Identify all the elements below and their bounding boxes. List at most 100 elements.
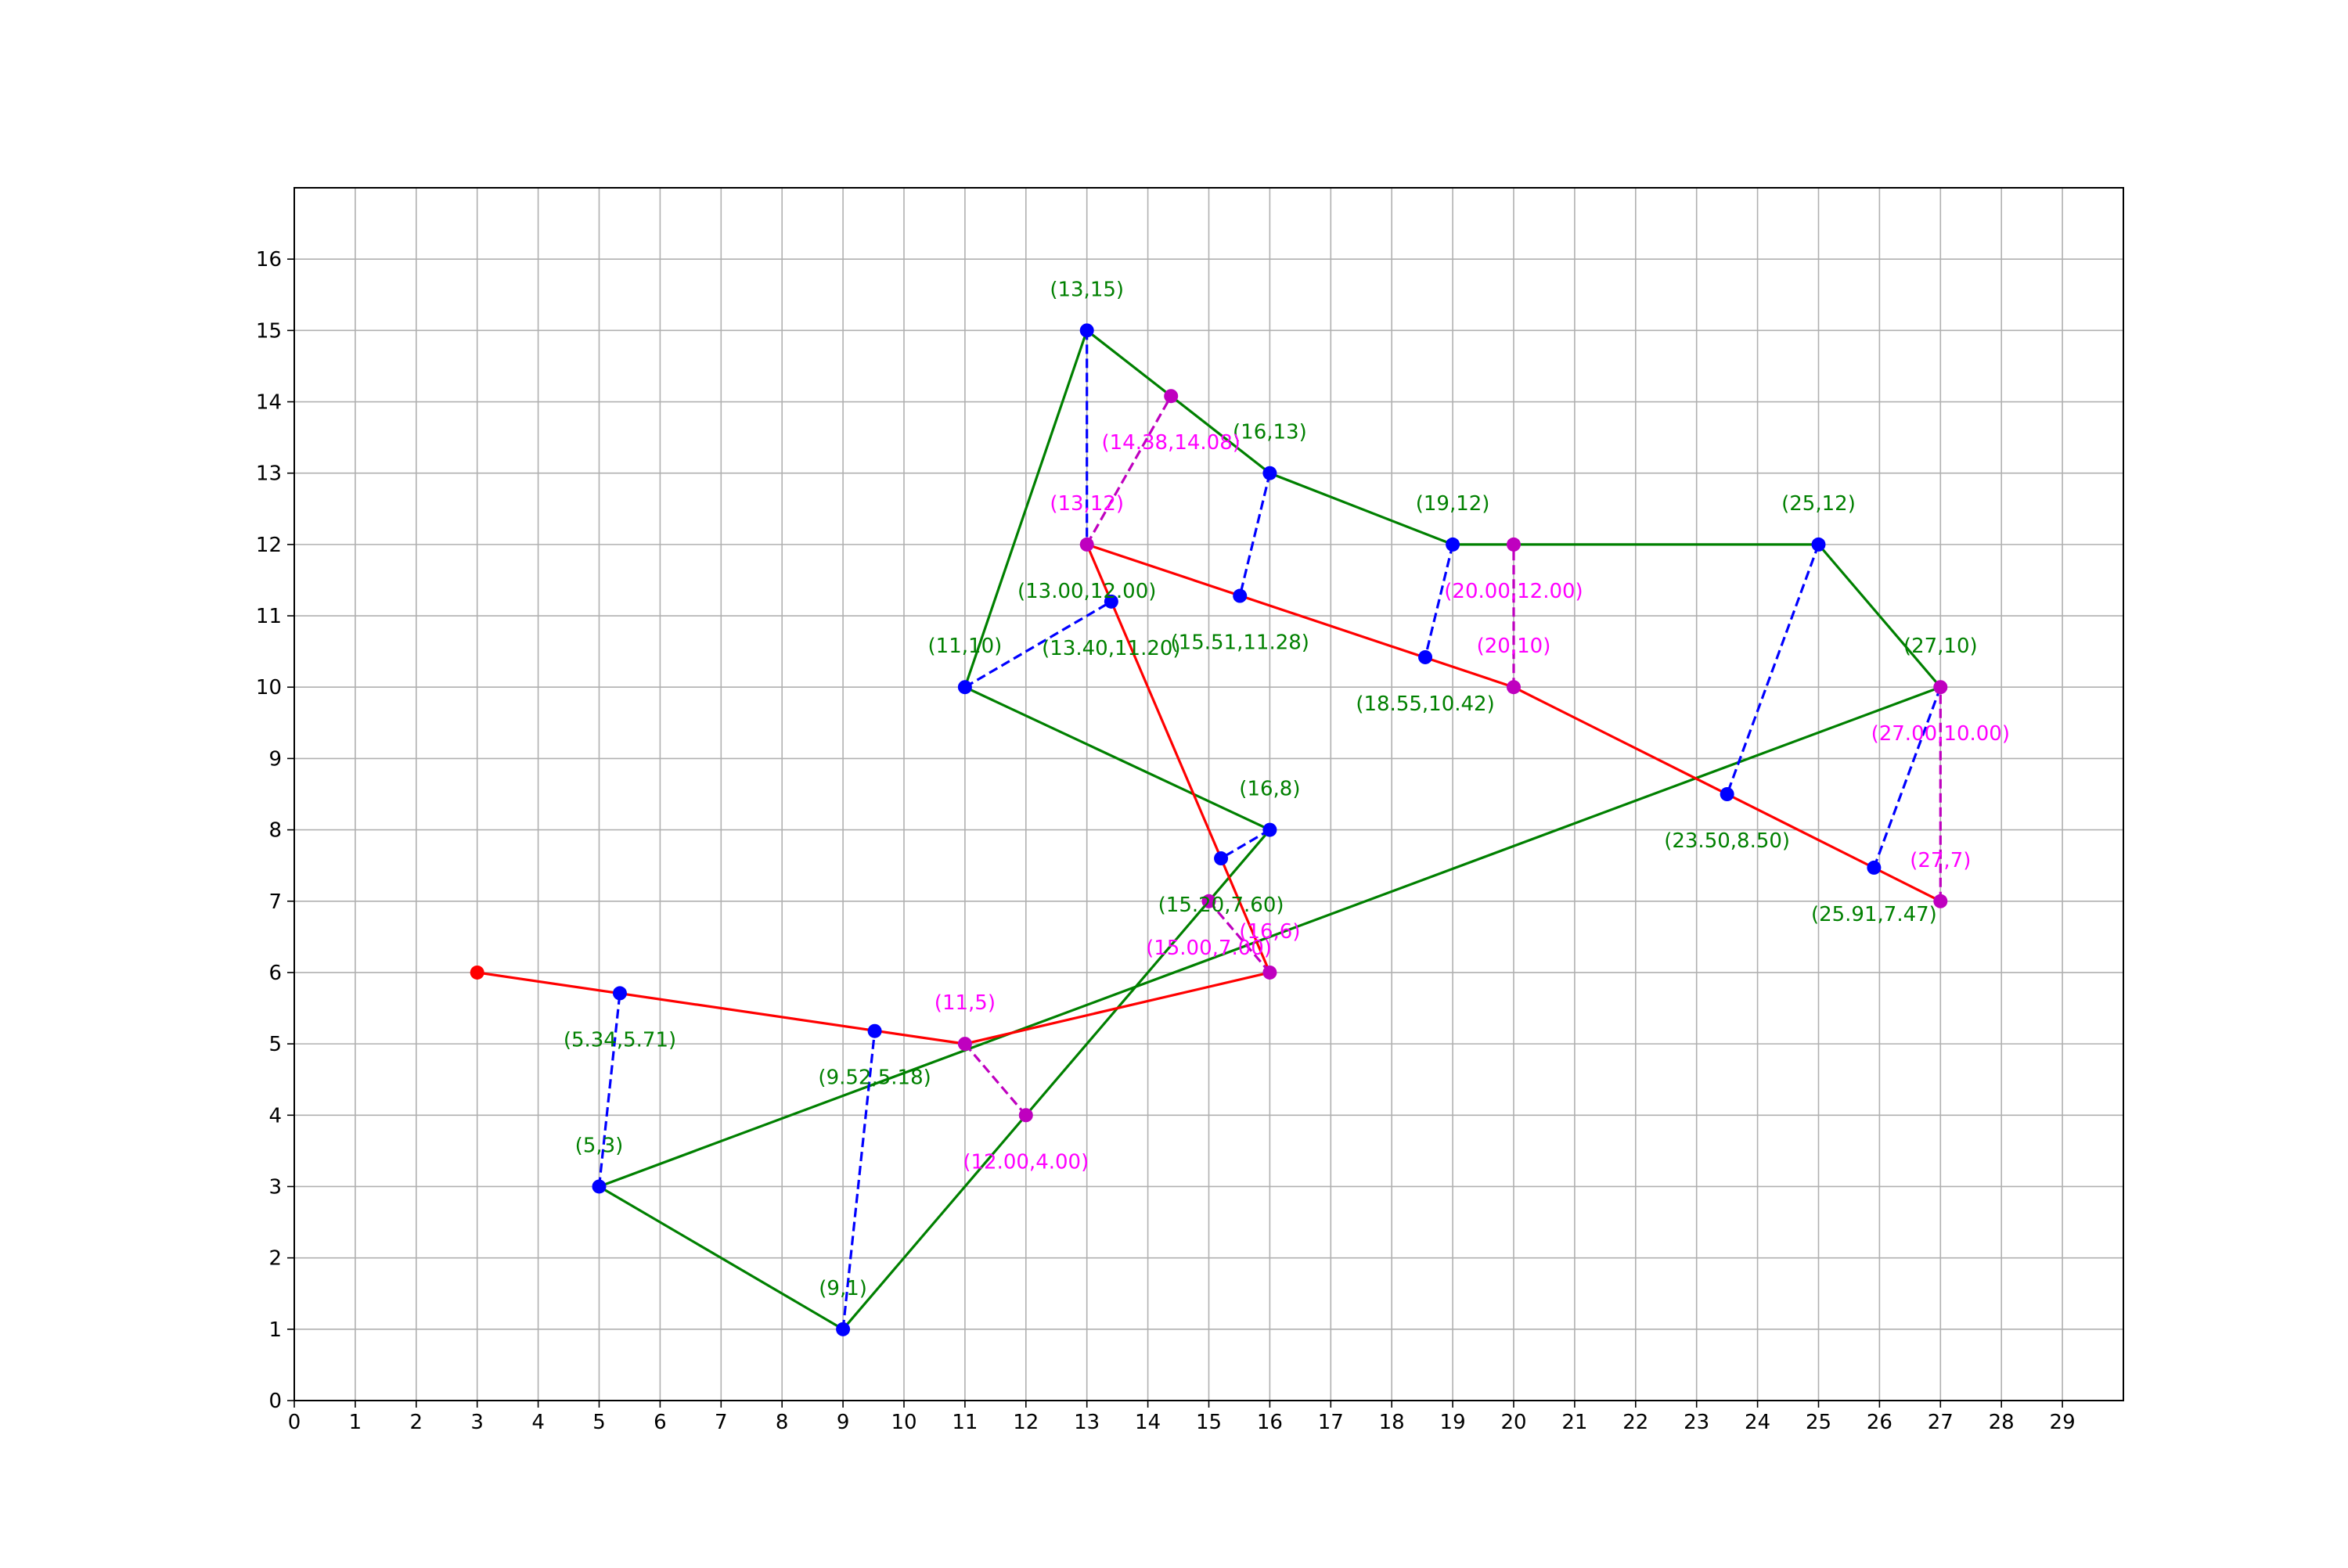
data-point [1079,323,1094,338]
point-label: (9,1) [819,1277,867,1300]
data-point [1933,894,1948,908]
data-point [1507,680,1521,695]
y-tick-label: 11 [256,605,282,628]
y-tick-label: 10 [256,676,282,699]
x-tick-label: 13 [1074,1411,1100,1434]
y-tick-label: 8 [268,819,282,843]
point-label: (16,13) [1233,421,1307,444]
y-tick-label: 1 [268,1318,282,1342]
data-point [957,1037,972,1052]
x-tick-label: 21 [1561,1411,1587,1434]
y-tick-label: 13 [256,462,282,486]
x-tick-label: 2 [410,1411,423,1434]
point-label: (14.38,14.08) [1101,431,1240,455]
x-tick-label: 5 [592,1411,606,1434]
point-label: (13.40,11.20) [1042,637,1180,660]
point-label: (20,10) [1477,635,1551,658]
data-points [470,323,1948,1336]
data-point [1446,537,1460,552]
x-tick-label: 20 [1500,1411,1526,1434]
data-point [1811,537,1826,552]
dashed-segment [1208,900,1271,973]
plot-area-frame [294,187,2124,1401]
data-point [1233,588,1248,603]
x-tick-label: 19 [1440,1411,1466,1434]
dashed-segment [1238,473,1271,596]
x-tick-label: 23 [1684,1411,1709,1434]
data-point [836,1322,851,1336]
x-tick-label: 27 [1928,1411,1954,1434]
dashed-segment [1424,544,1454,658]
x-tick-label: 8 [776,1411,789,1434]
polygon-series [597,329,1942,1331]
x-tick-label: 16 [1257,1411,1283,1434]
data-point [1418,649,1433,664]
y-tick-label: 9 [268,747,282,771]
x-tick-label: 18 [1379,1411,1405,1434]
data-point [957,680,972,695]
data-point [1867,860,1882,875]
data-point [1262,965,1277,980]
point-label: (5,3) [575,1134,624,1157]
y-tick-label: 14 [256,391,282,415]
dashed-segment [1220,829,1271,860]
x-tick-label: 15 [1196,1411,1222,1434]
dashed-segment [841,1030,877,1329]
point-label: (19,12) [1416,492,1490,516]
point-label: (13.00,12.00) [1017,580,1156,603]
path-series [477,543,1942,1045]
data-point [1262,822,1277,837]
point-label: (18.55,10.42) [1356,692,1494,716]
data-point [1164,389,1179,404]
dashed-segment [963,1043,1028,1117]
y-tick-label: 5 [268,1033,282,1056]
x-tick-label: 10 [891,1411,917,1434]
point-label: (13,12) [1050,492,1124,516]
dashed-segment [964,600,1112,689]
x-tick-label: 12 [1013,1411,1039,1434]
dashed-segments [597,330,1942,1329]
y-tick-label: 6 [268,962,282,985]
point-label: (27.00,10.00) [1871,722,2010,746]
y-tick-label: 4 [268,1104,282,1127]
y-tick-label: 3 [268,1175,282,1199]
point-label: (16,8) [1239,778,1300,801]
point-label: (27,10) [1903,635,1978,658]
point-labels: (5,3) (9,1) (16,8) (11,10) (13,15) (16,13) (19… [564,278,2010,1300]
x-tick-label: 6 [654,1411,667,1434]
grid [294,188,2123,1401]
y-tick-label: 7 [268,890,282,914]
point-label: (13,15) [1050,278,1124,301]
data-point [1201,894,1216,908]
x-tick-label: 0 [288,1411,301,1434]
data-point [592,1179,607,1194]
x-tick-label: 25 [1806,1411,1831,1434]
dashed-segment [1086,395,1172,545]
data-point [1262,466,1277,480]
x-tick-label: 3 [470,1411,484,1434]
data-point [1720,787,1734,801]
dashed-segment [1872,686,1942,869]
x-tick-label: 7 [715,1411,728,1434]
point-label: (23.50,8.50) [1664,829,1790,853]
data-point [1933,680,1948,695]
x-tick-label: 28 [1989,1411,2015,1434]
x-tick-label: 1 [349,1411,362,1434]
y-tick-label: 15 [256,319,282,343]
dashed-segment [1726,544,1820,795]
series-layer [477,329,1942,1331]
y-tick-label: 16 [256,248,282,272]
x-tick-label: 26 [1867,1411,1892,1434]
x-tick-label: 11 [952,1411,978,1434]
point-label: (9.52,5.18) [818,1066,931,1090]
data-point [612,986,627,1001]
data-point [1104,594,1118,609]
point-label: (25.91,7.47) [1811,903,1937,926]
data-point [1507,537,1521,552]
x-tick-label: 9 [837,1411,850,1434]
point-label: (16,6) [1239,920,1300,944]
